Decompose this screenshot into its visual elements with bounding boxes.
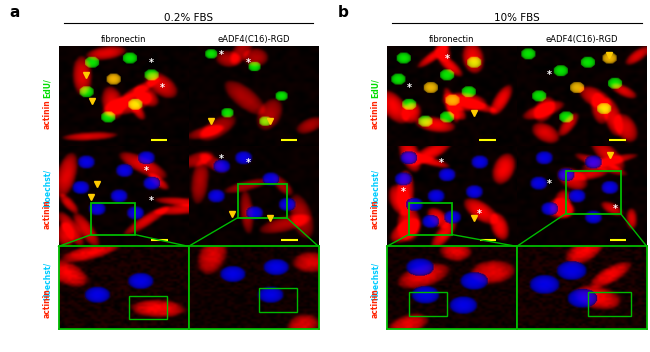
Bar [409,291,447,316]
Text: 0.2% FBS: 0.2% FBS [164,13,213,23]
Text: *: * [246,58,251,68]
Text: *: * [219,50,224,59]
Text: *: * [445,54,449,64]
Text: fibronectin: fibronectin [429,36,474,44]
Text: *: * [159,83,164,93]
Text: *: * [149,196,154,206]
Bar [588,291,631,316]
Text: Hoechst/: Hoechst/ [42,262,51,300]
Text: *: * [406,83,411,93]
Text: EdU/: EdU/ [42,78,51,98]
Text: Hoechst/: Hoechst/ [370,262,380,300]
Text: *: * [612,204,618,214]
Text: *: * [400,188,406,197]
Text: *: * [246,158,251,168]
Text: eADF4(C16)-RGD: eADF4(C16)-RGD [545,36,618,44]
Bar [238,184,287,218]
Text: *: * [547,179,552,189]
Text: actinin: actinin [42,288,51,318]
Text: fibronectin: fibronectin [101,36,146,44]
Text: b: b [338,5,349,20]
Text: Hoechst/: Hoechst/ [42,169,51,207]
Text: Hoechst/: Hoechst/ [370,169,380,207]
Text: eADF4(C16)-RGD: eADF4(C16)-RGD [217,36,290,44]
Text: *: * [547,70,552,81]
Text: *: * [219,154,224,164]
Bar [91,203,135,234]
Text: a: a [10,5,20,20]
Text: actinin: actinin [42,99,51,129]
Text: EdU/: EdU/ [370,78,380,98]
Bar [129,296,167,319]
Text: actinin: actinin [42,200,51,229]
Text: *: * [477,208,482,219]
Text: actinin: actinin [370,99,380,129]
Text: *: * [144,166,148,176]
Text: *: * [439,158,444,168]
Text: actinin: actinin [370,288,380,318]
Text: actinin: actinin [370,200,380,229]
Bar [259,288,298,312]
Bar [566,171,621,214]
Bar [409,203,452,234]
Text: *: * [149,58,153,68]
Text: 10% FBS: 10% FBS [494,13,540,23]
